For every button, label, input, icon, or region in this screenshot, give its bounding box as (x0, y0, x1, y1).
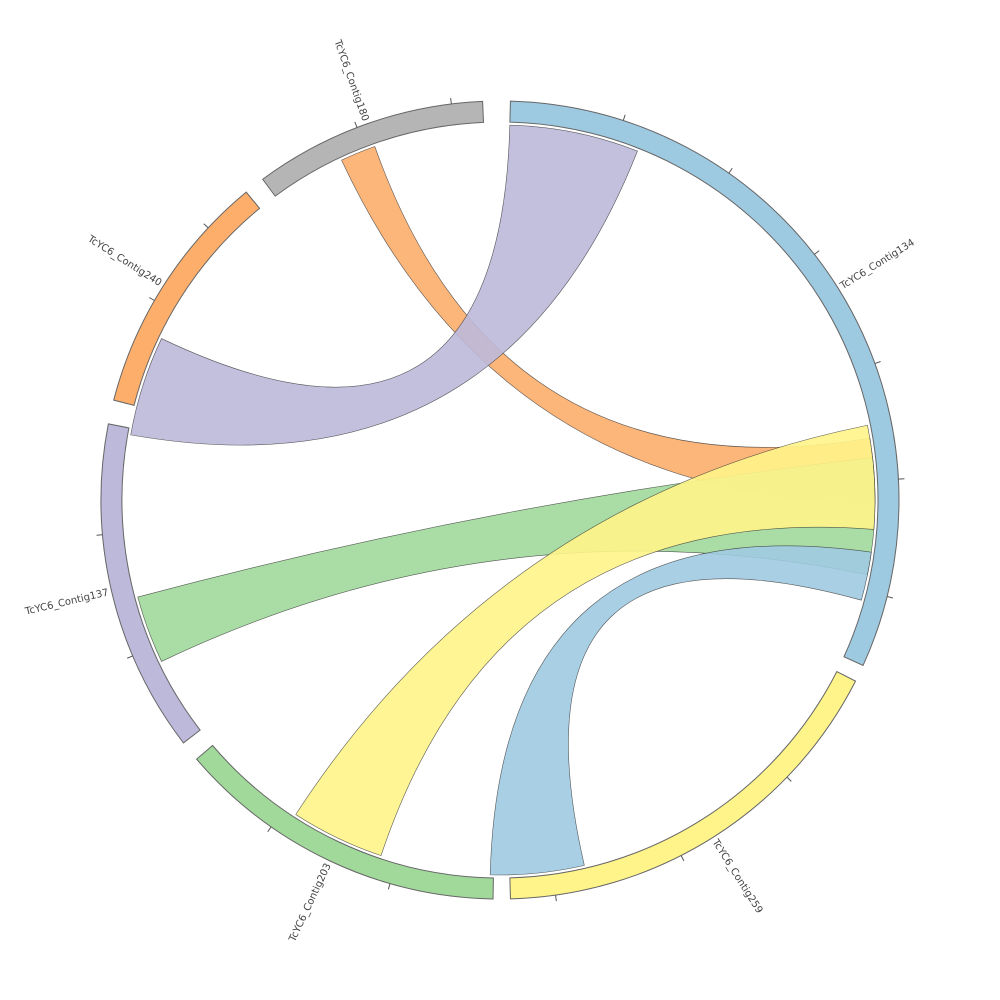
segment-tick-contig240-1 (203, 223, 209, 229)
segment-layer (96, 97, 905, 902)
segment-label-contig180: TcYC6_Contig180 (331, 38, 370, 123)
segment-label-contig259: TcYC6_Contig259 (709, 837, 764, 916)
chord-ribbon-contig203-contig134 (295, 424, 876, 856)
segment-tick-contig137-0 (127, 655, 133, 659)
segment-tick-contig134-5 (887, 596, 894, 599)
segment-tick-contig203-1 (267, 826, 272, 833)
segment-tick-contig134-0 (622, 114, 626, 121)
ribbon-layer (130, 124, 876, 876)
segment-arc-contig137 (100, 423, 201, 744)
segment-tick-contig180-0 (354, 121, 358, 128)
segment-arc-contig180 (261, 100, 485, 197)
segment-arc-contig134 (509, 100, 900, 667)
segment-tick-contig259-1 (680, 855, 685, 862)
segment-arc-contig259 (509, 670, 857, 900)
segment-tick-contig203-0 (387, 883, 391, 890)
segment-tick-contig134-3 (874, 361, 881, 365)
segment-label-contig134: TcYC6_Contig134 (838, 237, 917, 292)
segment-label-contig137: TcYC6_Contig137 (23, 587, 110, 618)
segment-label-contig240: TcYC6_Contig240 (85, 233, 164, 289)
segment-tick-contig259-2 (555, 895, 557, 902)
segment-tick-contig134-2 (814, 250, 820, 255)
segment-arc-contig203 (195, 744, 494, 900)
segment-tick-contig137-1 (96, 534, 103, 536)
segment-tick-contig259-0 (786, 776, 792, 782)
chord-ribbon-contig259-contig134 (489, 545, 872, 876)
segment-tick-contig134-1 (728, 167, 733, 174)
chord-ribbon-contig240-contig134 (130, 124, 638, 446)
segment-tick-contig180-1 (450, 97, 452, 105)
segment-arc-contig240 (113, 191, 261, 406)
segment-label-contig203: TcYC6_Contig203 (287, 862, 334, 945)
segment-tick-contig240-0 (149, 297, 155, 301)
